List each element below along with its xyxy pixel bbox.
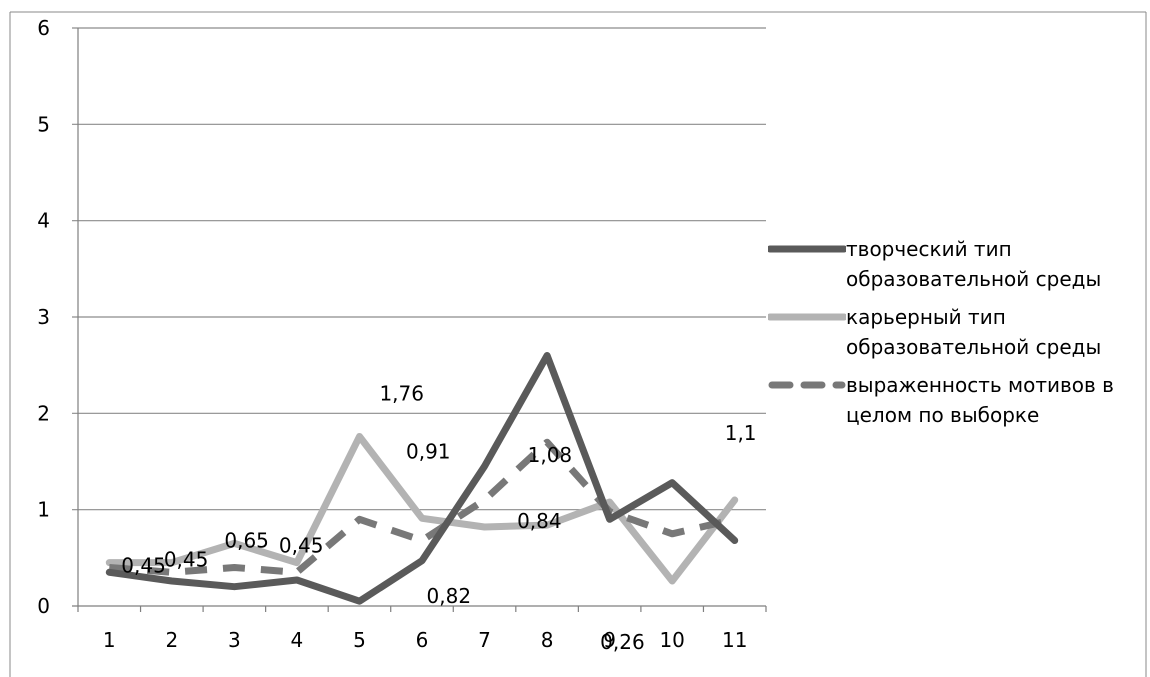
legend-swatch-career (768, 313, 846, 321)
legend-label-career: карьерный тип образовательной среды (846, 305, 1102, 359)
legend-item-creative: творческий тип образовательной среды (768, 234, 1138, 294)
data-label-career: 0,65 (224, 528, 269, 552)
x-tick-label: 5 (353, 628, 366, 652)
legend-swatch-creative (768, 245, 846, 253)
x-tick-label: 4 (291, 628, 304, 652)
x-axis-tick-labels: 1 2 3 4 5 6 7 8 9 10 11 (103, 628, 748, 652)
y-tick-label: 5 (37, 112, 50, 136)
data-label-career: 0,91 (406, 439, 451, 463)
x-tick-label: 9 (603, 628, 616, 652)
series-line-creative (105, 352, 739, 605)
y-tick-label: 0 (37, 594, 50, 618)
x-tick-label: 6 (416, 628, 429, 652)
data-label-career: 0,84 (517, 509, 562, 533)
data-label-career: 1,08 (528, 443, 573, 467)
x-tick-label: 8 (541, 628, 554, 652)
series-line-career (105, 433, 739, 585)
y-tick-label: 4 (37, 209, 50, 233)
data-label-career: 1,76 (379, 381, 424, 405)
y-axis-tick-labels: 0 1 2 3 4 5 6 (37, 16, 50, 618)
gridlines (72, 27, 767, 612)
legend-label-creative: творческий тип образовательной среды (846, 237, 1102, 291)
y-tick-label: 2 (37, 401, 50, 425)
y-tick-label: 3 (37, 305, 50, 329)
x-tick-label: 1 (103, 628, 116, 652)
data-label-career: 0,82 (427, 584, 472, 608)
legend-swatch-overall (768, 381, 846, 389)
x-tick-label: 10 (659, 628, 684, 652)
data-label-career: 0,45 (279, 534, 324, 558)
legend-item-overall: выраженность мотивов в целом по выборке (768, 370, 1138, 430)
legend: творческий тип образовательной среды кар… (768, 234, 1138, 438)
x-tick-label: 3 (228, 628, 241, 652)
data-label-career: 0,26 (600, 630, 645, 654)
x-tick-label: 7 (478, 628, 491, 652)
x-tick-label: 2 (165, 628, 178, 652)
data-label-career: 0,45 (121, 554, 166, 578)
legend-item-career: карьерный тип образовательной среды (768, 302, 1138, 362)
y-tick-label: 6 (37, 16, 50, 40)
data-labels: 0,450,450,65 0,451,760,910,820,841,080,26… (121, 381, 756, 653)
chart-frame (9, 11, 1147, 677)
y-tick-label: 1 (37, 498, 50, 522)
series-line-overall (109, 438, 736, 576)
x-tick-label: 11 (722, 628, 747, 652)
series-lines (105, 352, 739, 605)
data-label-career: 1,1 (725, 421, 757, 445)
legend-label-overall: выраженность мотивов в целом по выборке (846, 373, 1114, 427)
data-label-career: 0,45 (164, 548, 209, 572)
